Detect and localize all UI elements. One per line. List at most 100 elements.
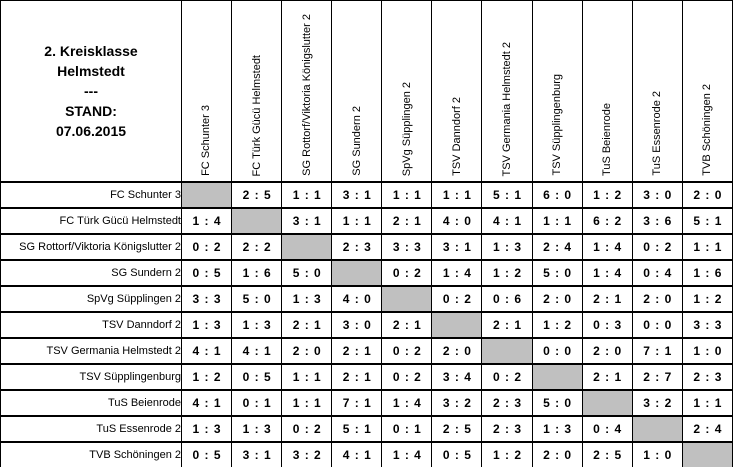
score-cell: 1 : 4 <box>581 259 633 287</box>
team-column-header: TuS Essenrode 2 <box>631 0 683 183</box>
diagonal-cell <box>331 259 383 287</box>
diagonal-cell <box>431 311 483 339</box>
score-cell: 1 : 4 <box>431 259 483 287</box>
team-row-label: TVB Schöningen 2 <box>0 441 182 467</box>
team-row-label: SpVg Süpplingen 2 <box>0 285 182 313</box>
diagonal-cell <box>281 233 333 261</box>
score-cell: 1 : 4 <box>381 441 433 467</box>
score-cell: 3 : 1 <box>431 233 483 261</box>
team-column-header-label: FC Schunter 3 <box>200 105 213 176</box>
score-cell: 3 : 3 <box>381 233 433 261</box>
score-cell: 2 : 0 <box>581 337 633 365</box>
score-cell: 7 : 1 <box>631 337 683 365</box>
score-cell: 2 : 3 <box>481 415 533 443</box>
team-column-header: SG Rottorf/Viktoria Königslutter 2 <box>281 0 333 183</box>
diagonal-cell <box>681 441 733 467</box>
score-cell: 3 : 3 <box>180 285 233 313</box>
score-cell: 1 : 2 <box>481 259 533 287</box>
score-cell: 2 : 4 <box>531 233 583 261</box>
score-cell: 6 : 2 <box>581 207 633 235</box>
score-cell: 1 : 2 <box>581 181 633 209</box>
score-cell: 0 : 1 <box>381 415 433 443</box>
score-cell: 0 : 2 <box>481 363 533 391</box>
team-column-header: SG Sundern 2 <box>331 0 383 183</box>
team-row-label: SG Rottorf/Viktoria Königslutter 2 <box>0 233 182 261</box>
score-cell: 3 : 4 <box>431 363 483 391</box>
league-name-line2: Helmstedt <box>57 63 125 79</box>
team-row-label: TSV Germania Helmstedt 2 <box>0 337 182 365</box>
diagonal-cell <box>231 207 283 235</box>
score-cell: 4 : 1 <box>481 207 533 235</box>
score-cell: 0 : 4 <box>631 259 683 287</box>
score-cell: 2 : 1 <box>281 311 333 339</box>
league-name-line1: 2. Kreisklasse <box>44 43 138 59</box>
team-column-header-label: SG Sundern 2 <box>350 106 363 176</box>
score-cell: 0 : 2 <box>631 233 683 261</box>
score-cell: 1 : 4 <box>381 389 433 417</box>
score-cell: 0 : 1 <box>231 389 283 417</box>
score-cell: 3 : 1 <box>231 441 283 467</box>
score-cell: 3 : 2 <box>431 389 483 417</box>
team-row-label: FC Türk Gücü Helmstedt <box>0 207 182 235</box>
table-row: SG Rottorf/Viktoria Königslutter 2 0 : 2 2… <box>0 233 733 261</box>
score-cell: 1 : 2 <box>531 311 583 339</box>
score-cell: 2 : 0 <box>531 441 583 467</box>
score-cell: 4 : 1 <box>231 337 283 365</box>
score-cell: 1 : 3 <box>231 415 283 443</box>
score-cell: 4 : 1 <box>331 441 383 467</box>
score-cell: 2 : 2 <box>231 233 283 261</box>
score-cell: 0 : 6 <box>481 285 533 313</box>
team-column-header-label: TSV Danndorf 2 <box>450 97 463 176</box>
score-cell: 4 : 1 <box>180 337 233 365</box>
team-row-label: SG Sundern 2 <box>0 259 182 287</box>
team-column-header-label: FC Türk Gücü Helmstedt <box>250 54 263 176</box>
score-cell: 1 : 6 <box>681 259 733 287</box>
score-cell: 1 : 4 <box>180 207 233 235</box>
score-cell: 5 : 1 <box>681 207 733 235</box>
team-column-header: TSV Süpplingenburg <box>531 0 583 183</box>
team-column-header-label: TVB Schöningen 2 <box>701 84 714 176</box>
score-cell: 1 : 3 <box>281 285 333 313</box>
team-column-header: FC Türk Gücü Helmstedt <box>231 0 283 183</box>
score-cell: 6 : 0 <box>531 181 583 209</box>
score-cell: 2 : 3 <box>481 389 533 417</box>
score-cell: 3 : 3 <box>681 311 733 339</box>
score-cell: 5 : 0 <box>231 285 283 313</box>
score-cell: 2 : 1 <box>581 285 633 313</box>
score-cell: 1 : 1 <box>331 207 383 235</box>
diagonal-cell <box>481 337 533 365</box>
score-cell: 0 : 3 <box>581 311 633 339</box>
score-cell: 0 : 2 <box>281 415 333 443</box>
score-cell: 3 : 1 <box>281 207 333 235</box>
team-column-header-label: SpVg Süpplingen 2 <box>400 81 413 176</box>
score-cell: 2 : 1 <box>581 363 633 391</box>
score-cell: 1 : 6 <box>231 259 283 287</box>
score-cell: 1 : 2 <box>481 441 533 467</box>
score-cell: 0 : 2 <box>431 285 483 313</box>
team-row-label: TuS Essenrode 2 <box>0 415 182 443</box>
score-cell: 4 : 0 <box>331 285 383 313</box>
score-cell: 1 : 1 <box>531 207 583 235</box>
score-cell: 0 : 2 <box>381 337 433 365</box>
score-cell: 2 : 1 <box>381 311 433 339</box>
team-column-header: SpVg Süpplingen 2 <box>381 0 433 183</box>
score-cell: 2 : 3 <box>681 363 733 391</box>
score-cell: 1 : 1 <box>431 181 483 209</box>
score-cell: 1 : 3 <box>180 311 233 339</box>
team-column-header-label: TSV Süpplingenburg <box>551 74 564 176</box>
stand-date: 07.06.2015 <box>55 123 127 139</box>
score-cell: 2 : 3 <box>331 233 383 261</box>
team-row-label: TSV Süpplingenburg <box>0 363 182 391</box>
score-cell: 0 : 0 <box>631 311 683 339</box>
score-cell: 3 : 1 <box>331 181 383 209</box>
score-cell: 4 : 0 <box>431 207 483 235</box>
diagonal-cell <box>180 181 233 209</box>
